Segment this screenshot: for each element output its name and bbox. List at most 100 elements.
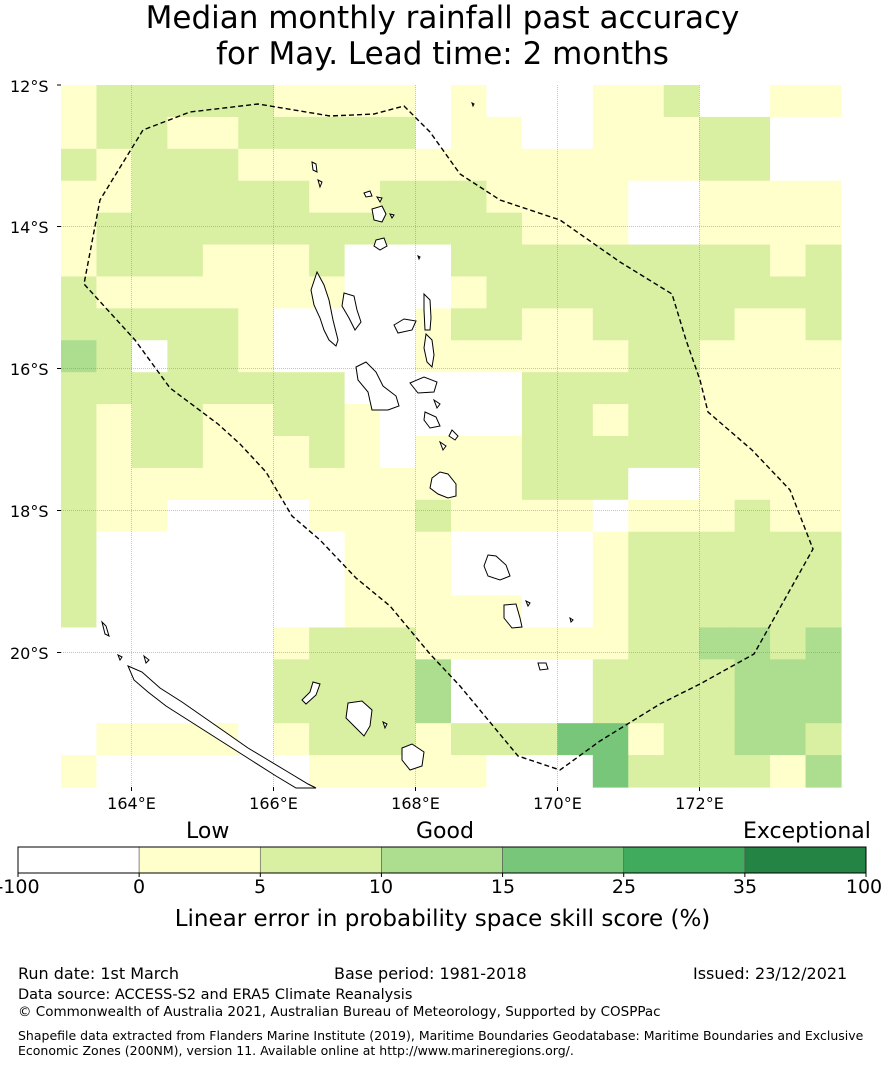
grid-cell [61, 531, 98, 565]
grid-cell [628, 531, 665, 565]
island-gaua [371, 205, 387, 223]
grid-cell [451, 659, 488, 692]
grid-cell [770, 627, 807, 660]
grid-cell [486, 659, 523, 692]
grid-cell [699, 755, 736, 788]
grid-cell [486, 755, 523, 788]
grid-cell [699, 340, 736, 373]
grid-cell [770, 116, 807, 150]
lat-label-18s: 18°S [10, 502, 49, 521]
grid-cell [592, 691, 629, 724]
grid-cell [238, 148, 275, 182]
grid-cell [131, 340, 168, 373]
island-malekula [355, 361, 400, 411]
grid-cell [521, 436, 558, 469]
grid-cell [238, 308, 275, 341]
grid-cell [770, 180, 807, 214]
grid-cell [628, 499, 665, 533]
grid-cell [521, 723, 558, 756]
grid-cell [770, 659, 807, 692]
grid-cell [805, 723, 842, 756]
grid-cell [486, 436, 523, 469]
grid-cell [131, 531, 168, 565]
chart-title-line1: Median monthly rainfall past accuracy [145, 0, 740, 36]
grid-cell [309, 436, 346, 469]
grid-cell [770, 531, 807, 565]
grid-cell [309, 627, 346, 660]
grid-cell [557, 691, 594, 724]
grid-cell [734, 691, 771, 724]
grid-cell [557, 85, 594, 118]
grid-cell [486, 627, 523, 660]
grid-cell [734, 723, 771, 756]
grid-cell [451, 691, 488, 724]
grid-cell [380, 244, 417, 278]
colorbar-category-good: Good [416, 819, 474, 844]
grid-cell [167, 148, 204, 182]
grid-cell [415, 691, 452, 724]
grid-cell [592, 499, 629, 533]
grid-cell [131, 723, 168, 756]
grid-cell [273, 180, 310, 214]
grid-cell [415, 116, 452, 150]
grid-cell [309, 244, 346, 278]
grid-cell [273, 244, 310, 278]
grid-cell [96, 659, 133, 692]
grid-cell [557, 467, 594, 501]
grid-cell [167, 659, 204, 692]
grid-cell [734, 436, 771, 469]
island-vanua-lava [363, 190, 373, 198]
grid-cell [663, 531, 700, 565]
grid-cell [521, 404, 558, 437]
grid-cell [202, 436, 239, 469]
grid-cell [592, 372, 629, 405]
coastlines [101, 102, 574, 789]
grid-cell [521, 244, 558, 278]
grid-cell [805, 627, 842, 660]
grid-cell [61, 404, 98, 437]
grid-cell [699, 116, 736, 150]
grid-cell [592, 148, 629, 182]
grid-cell [273, 436, 310, 469]
grid-cell [628, 372, 665, 405]
lon-label-168e: 168°E [391, 794, 440, 813]
lat-label-16s: 16°S [10, 360, 49, 379]
grid-cell [628, 627, 665, 660]
grid-cell [380, 212, 417, 246]
grid-cell [167, 404, 204, 437]
grid-cell [770, 148, 807, 182]
grid-cell [344, 467, 381, 501]
grid-cell [415, 563, 452, 597]
grid-cell [131, 308, 168, 341]
colorbar-segment [502, 846, 625, 874]
graticule [61, 85, 841, 787]
grid-cell [273, 563, 310, 597]
grid-cell [415, 148, 452, 182]
grid-cell [734, 212, 771, 246]
grid-cell [628, 563, 665, 597]
grid-cell [61, 659, 98, 692]
grid-cell [805, 755, 842, 788]
grid-cell [486, 276, 523, 309]
grid-cell [663, 212, 700, 246]
grid-cell [238, 404, 275, 437]
grid-cell [628, 691, 665, 724]
grid-cell [202, 308, 239, 341]
grid-cell [663, 595, 700, 629]
skill-grid [61, 85, 842, 788]
grid-cell [663, 499, 700, 533]
grid-cell [805, 308, 842, 341]
grid-cell [451, 531, 488, 565]
grid-cell [273, 212, 310, 246]
grid-cell [344, 148, 381, 182]
lon-label-166e: 166°E [249, 794, 298, 813]
island-ambrym [409, 376, 438, 394]
grid-cell [131, 85, 168, 118]
grid-cell [380, 627, 417, 660]
grid-cell [96, 85, 133, 118]
grid-cell [805, 531, 842, 565]
grid-cell [167, 595, 204, 629]
grid-cell [592, 308, 629, 341]
grid-cell [273, 723, 310, 756]
grid-cell [415, 436, 452, 469]
